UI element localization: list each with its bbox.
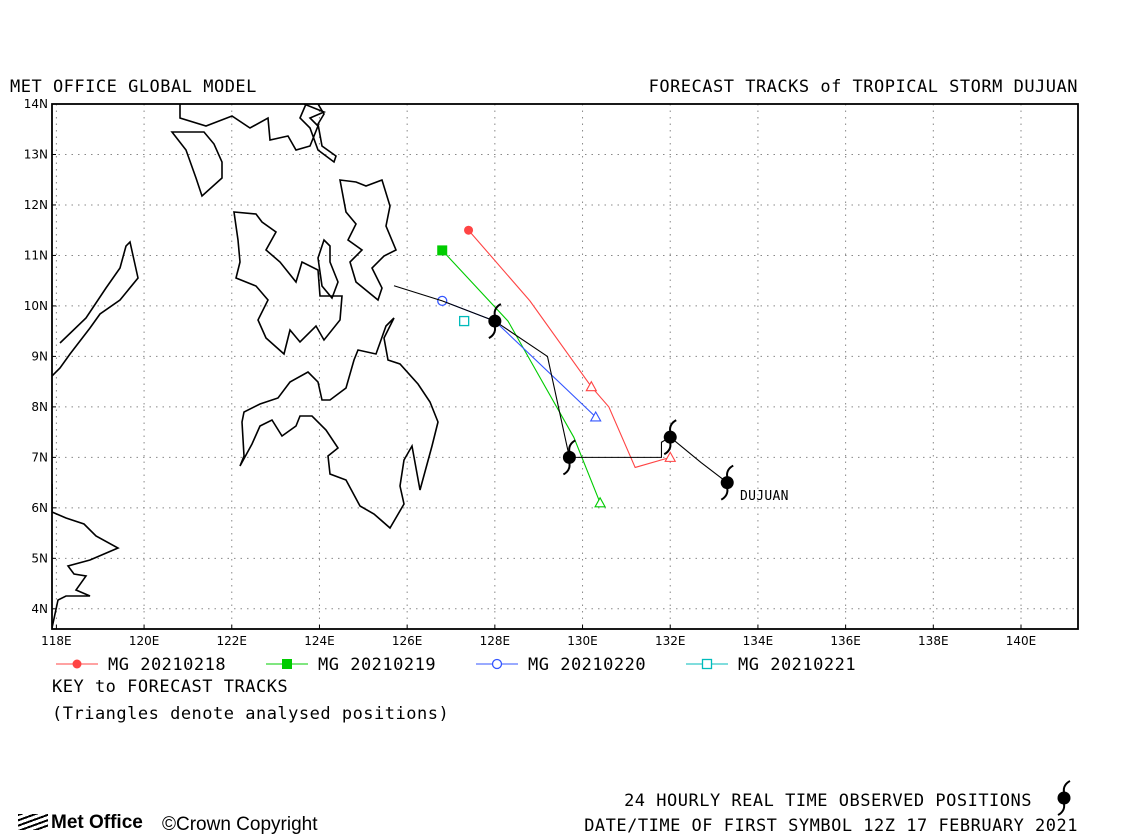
- forecast-start-marker: [459, 315, 470, 327]
- lat-tick-label: 6N: [31, 501, 48, 515]
- chart-title: FORECAST TRACKS of TROPICAL STORM DUJUAN: [648, 77, 1078, 97]
- axis-ticks: 118E 120E 122E 124E 126E 128E 130E 132E 134E 136E…: [24, 97, 1037, 648]
- observed-position-cyclone-icon: [719, 464, 735, 501]
- track-layer: [393, 225, 735, 508]
- forecast-start-marker: [464, 225, 474, 235]
- lat-tick-label: 14N: [24, 97, 48, 111]
- forecast-track-line: [441, 250, 601, 504]
- lon-tick-label: 132E: [655, 634, 686, 648]
- observed-position-cyclone-icon: [662, 419, 678, 456]
- legend-marker: [72, 659, 82, 669]
- legend-label: MG 20210220: [528, 655, 646, 675]
- forecast-start-marker: [437, 245, 448, 256]
- lat-tick-label: 4N: [31, 602, 48, 616]
- cyclone-symbol-icon: [1056, 780, 1072, 816]
- plot-frame: [51, 103, 1079, 630]
- forecast-track-line: [468, 229, 671, 469]
- observed-track-line: [393, 285, 728, 484]
- crown-copyright: ©Crown Copyright: [162, 814, 318, 836]
- lon-tick-label: 128E: [480, 634, 511, 648]
- observed-position-cyclone-icon: [561, 439, 577, 476]
- legend-note: (Triangles denote analysed positions): [52, 704, 450, 724]
- lat-tick-label: 11N: [24, 248, 48, 262]
- met-office-logo-icon: [18, 814, 48, 830]
- lon-tick-label: 140E: [1006, 634, 1037, 648]
- analysed-position-marker: [664, 451, 677, 462]
- lat-tick-label: 10N: [24, 299, 48, 313]
- met-office-logo: Met Office: [18, 812, 143, 834]
- observed-positions-note: 24 HOURLY REAL TIME OBSERVED POSITIONS: [624, 791, 1032, 811]
- lat-tick-label: 5N: [31, 551, 48, 565]
- model-title: MET OFFICE GLOBAL MODEL: [10, 77, 257, 97]
- lon-tick-label: 130E: [567, 634, 598, 648]
- lon-tick-label: 122E: [217, 634, 248, 648]
- legend-label: MG 20210219: [318, 655, 436, 675]
- lon-tick-label: 120E: [129, 634, 160, 648]
- legend-marker: [491, 658, 503, 670]
- lon-tick-label: 134E: [743, 634, 774, 648]
- legend-key-title: KEY to FORECAST TRACKS: [52, 677, 289, 697]
- copyright-icon: ©: [162, 814, 176, 835]
- legend-marker: [282, 659, 292, 669]
- met-office-logo-text: Met Office: [51, 812, 143, 833]
- analysed-position-marker: [589, 410, 602, 422]
- legend-label: MG 20210218: [108, 655, 226, 675]
- coastlines: [52, 104, 439, 629]
- lon-tick-label: 138E: [918, 634, 949, 648]
- lat-tick-label: 8N: [31, 400, 48, 414]
- lon-tick-label: 118E: [41, 634, 72, 648]
- lon-tick-label: 126E: [392, 634, 423, 648]
- observed-position-cyclone-icon: [487, 303, 503, 340]
- analysed-position-marker: [585, 380, 598, 392]
- lat-tick-label: 13N: [24, 147, 48, 161]
- legend-marker: [701, 658, 713, 670]
- analysed-position-marker: [594, 496, 607, 508]
- lat-tick-label: 7N: [31, 450, 48, 464]
- copyright-text: Crown Copyright: [176, 814, 318, 835]
- legend-label: MG 20210221: [738, 655, 856, 675]
- lon-tick-label: 124E: [304, 634, 335, 648]
- first-symbol-datetime: DATE/TIME OF FIRST SYMBOL 12Z 17 FEBRUAR…: [584, 816, 1078, 836]
- graticule: [52, 103, 1078, 629]
- lat-tick-label: 12N: [24, 198, 48, 212]
- storm-label: DUJUAN: [740, 489, 789, 504]
- lat-tick-label: 9N: [31, 349, 48, 363]
- lon-tick-label: 136E: [830, 634, 861, 648]
- legend: MG 20210218 MG 20210219 MG 20210220 MG 2021…: [56, 655, 856, 675]
